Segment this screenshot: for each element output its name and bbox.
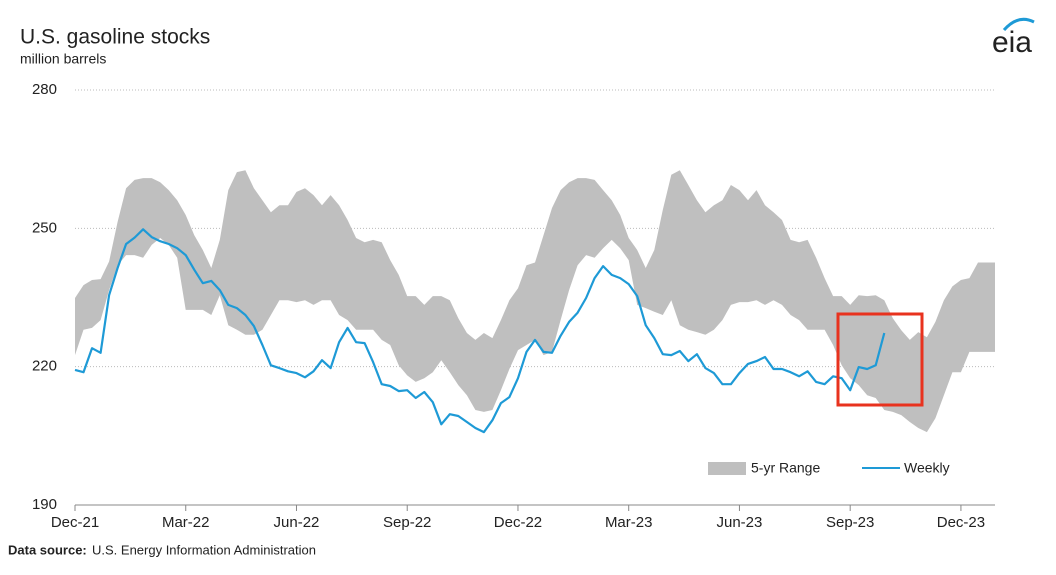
chart-subtitle: million barrels [20,51,106,67]
source-label: Data source: [8,542,87,557]
logo: eia [992,26,1032,59]
legend-label: Weekly [904,460,950,476]
chart-title: U.S. gasoline stocks [20,26,210,49]
x-tick-label: Sep-23 [826,514,874,531]
range-area [75,170,995,433]
legend-swatch [708,462,746,475]
plot: 190 220 250 280 Dec-21 Mar-22 Jun-22 Sep-22 Dec-… [32,81,995,531]
x-tick-label: Jun-23 [717,514,763,531]
x-tick-label: Dec-22 [494,514,542,531]
source: U.S. Energy Information Administration [92,542,316,557]
y-tick-label: 190 [32,496,57,513]
legend-label: 5-yr Range [751,460,820,476]
x-tick-label: Mar-23 [605,514,653,531]
x-tick-label: Jun-22 [274,514,320,531]
y-tick-label: 220 [32,358,57,375]
x-tick-label: Dec-23 [937,514,985,531]
x-tick-label: Sep-22 [383,514,431,531]
logo-arc [1002,17,1035,32]
y-tick-label: 250 [32,219,57,236]
y-tick-label: 280 [32,81,57,98]
x-tick-label: Dec-21 [51,514,99,531]
line [74,228,886,434]
highlight-box [836,312,924,407]
x-tick-label: Mar-22 [162,514,210,531]
